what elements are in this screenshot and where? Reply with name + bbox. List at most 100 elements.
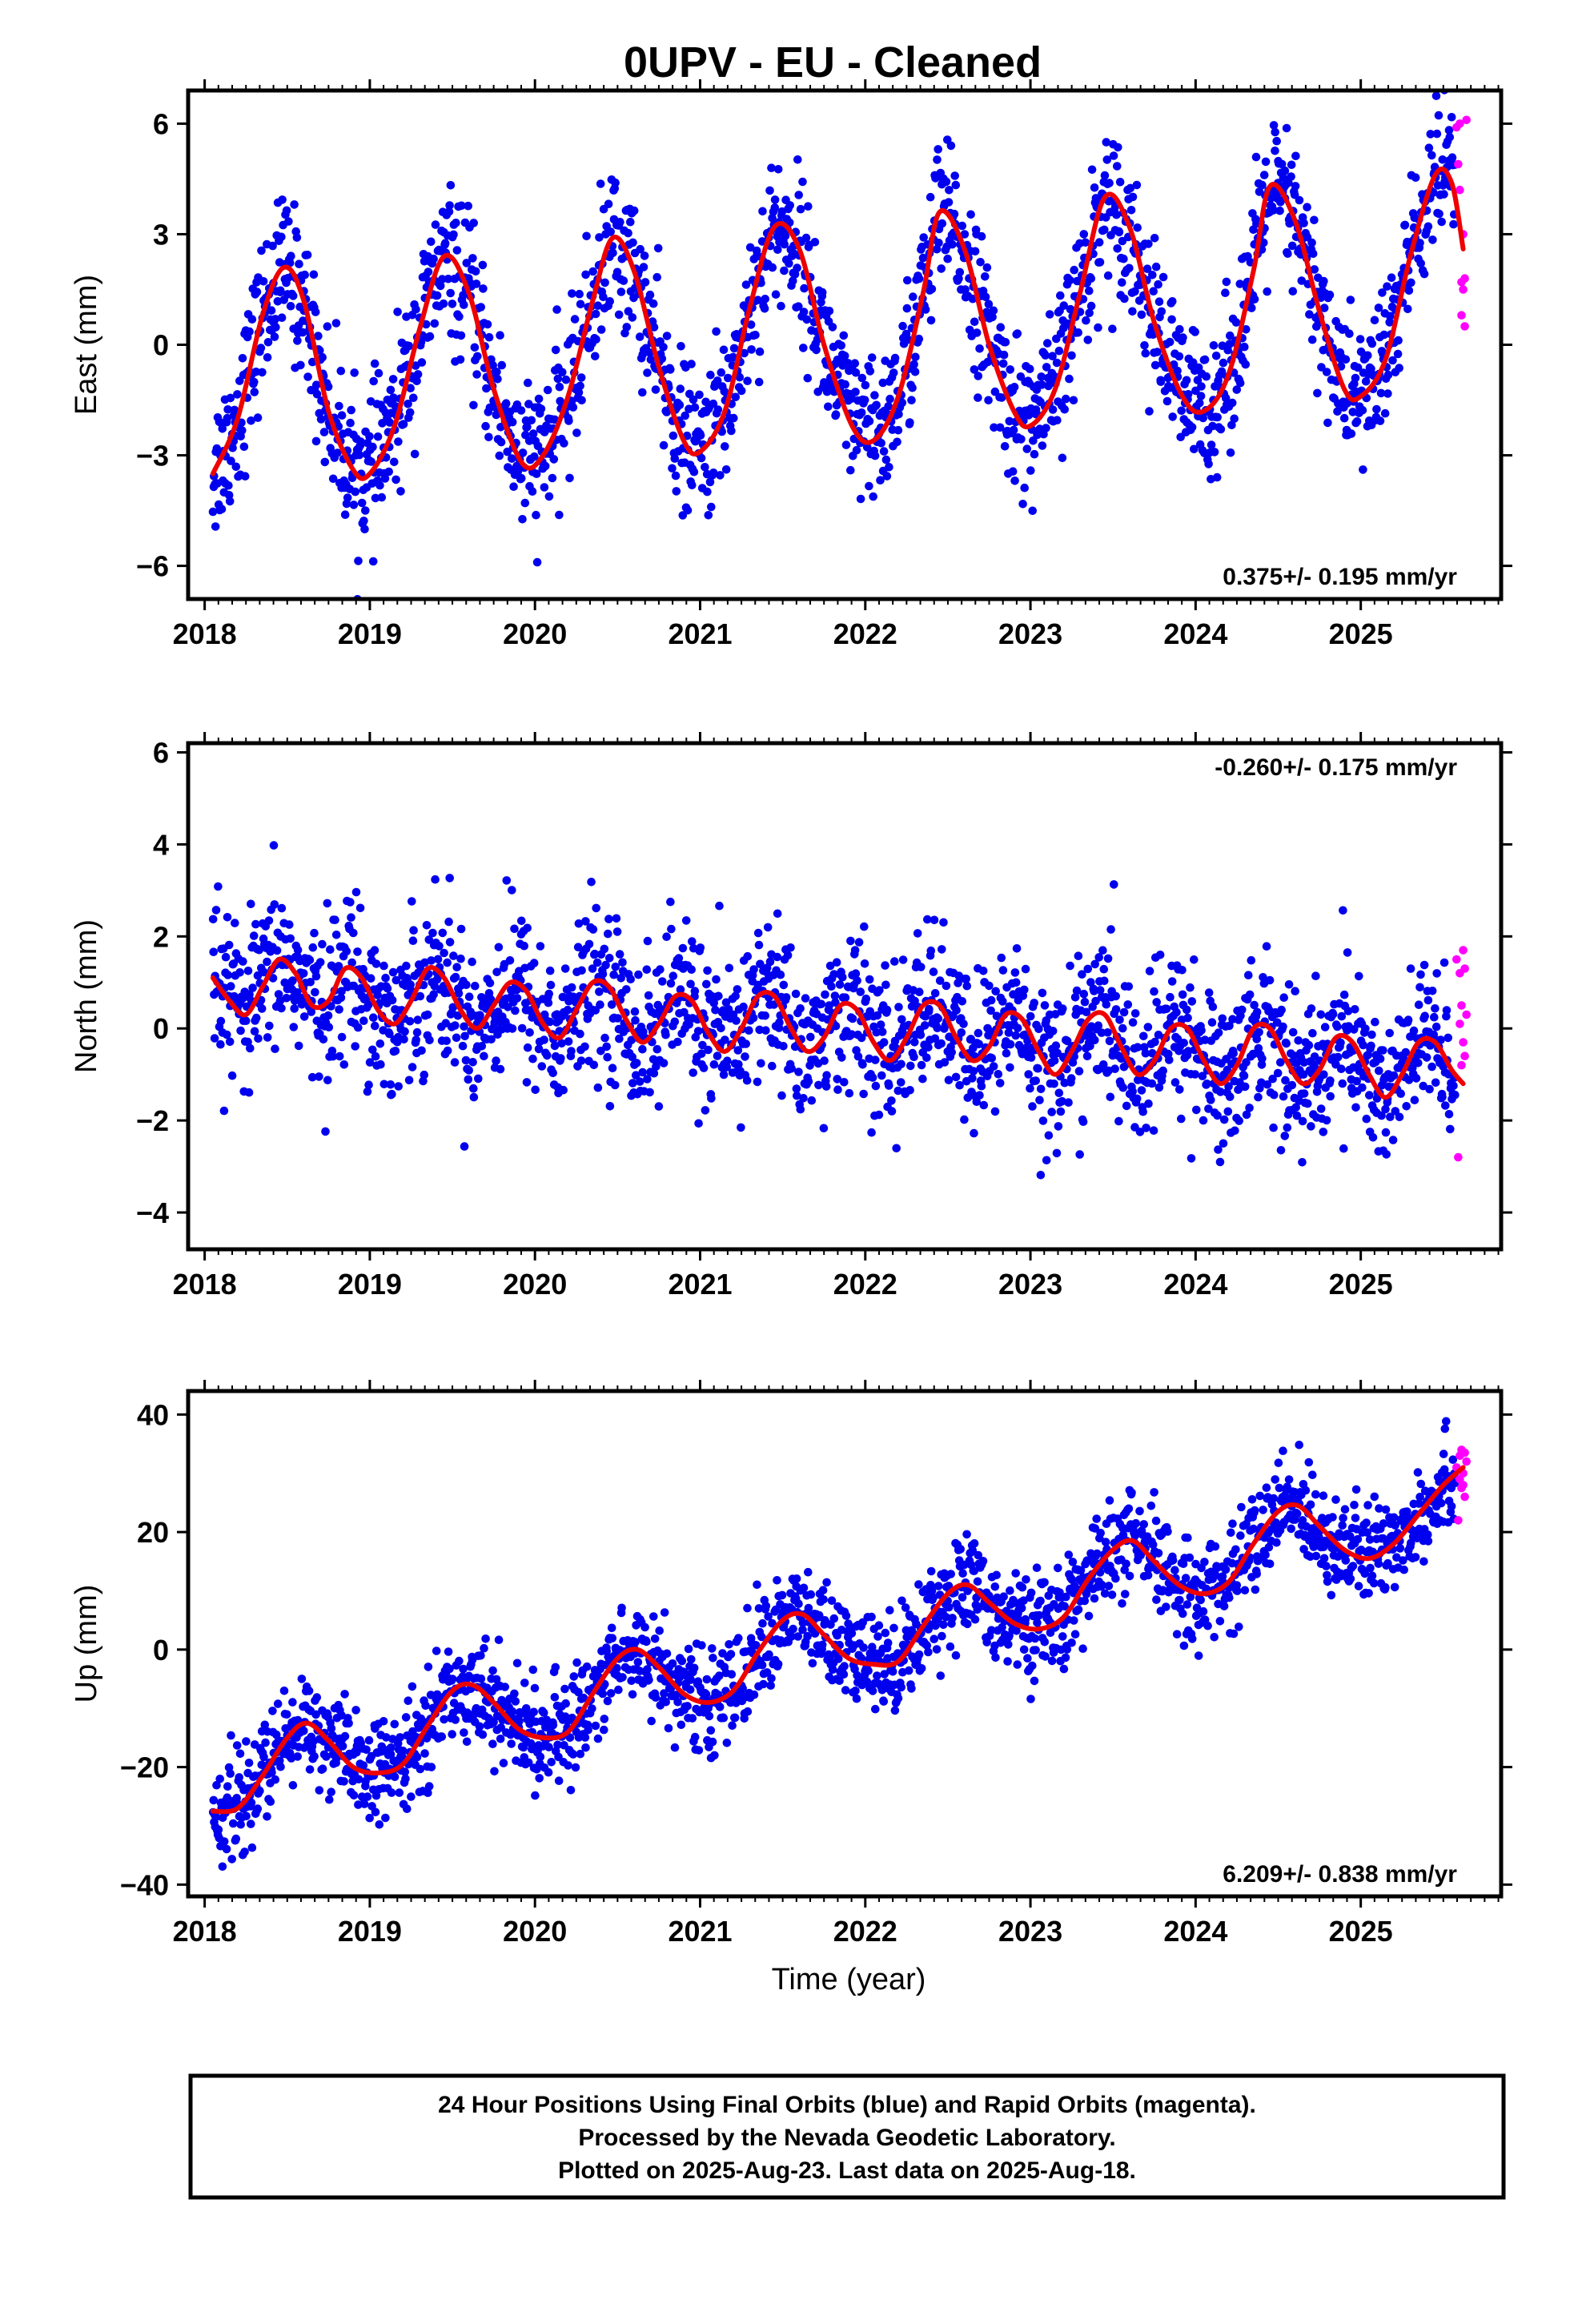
final-point: [643, 1075, 652, 1084]
final-point: [1028, 1102, 1037, 1111]
final-point: [702, 979, 711, 989]
final-point: [293, 336, 302, 345]
final-point: [735, 372, 745, 382]
final-point: [247, 1843, 257, 1852]
final-point: [1165, 1055, 1174, 1064]
final-point: [249, 931, 259, 940]
final-point: [938, 219, 947, 228]
final-point: [853, 976, 861, 985]
x-tick-label: 2021: [668, 1268, 732, 1301]
final-point: [460, 300, 468, 309]
final-point: [469, 400, 478, 410]
final-point: [365, 1813, 375, 1823]
final-point: [1447, 113, 1456, 122]
final-point: [1100, 171, 1110, 180]
final-point: [796, 1004, 805, 1013]
final-point: [1420, 1011, 1429, 1020]
final-point: [1066, 275, 1074, 285]
rapid-point: [1456, 1019, 1464, 1028]
final-point: [605, 954, 614, 963]
final-point: [770, 203, 780, 212]
final-point: [881, 980, 890, 990]
final-point: [373, 432, 383, 441]
final-point: [347, 913, 355, 922]
final-point: [847, 1030, 857, 1039]
final-point: [499, 1759, 508, 1767]
final-point: [877, 1071, 886, 1080]
final-point: [1222, 277, 1231, 287]
final-point: [1024, 411, 1034, 420]
final-point: [494, 1635, 504, 1644]
final-point: [272, 946, 282, 955]
final-point: [697, 453, 706, 463]
final-point: [1204, 460, 1213, 468]
final-point: [253, 413, 263, 422]
final-point: [828, 323, 837, 332]
final-point: [315, 1072, 323, 1081]
final-point: [389, 393, 398, 402]
final-point: [1048, 352, 1057, 361]
final-point: [550, 1041, 560, 1051]
final-point: [1064, 1098, 1073, 1107]
final-point: [305, 1765, 315, 1774]
final-point: [1018, 500, 1027, 509]
final-point: [780, 266, 789, 275]
final-point: [305, 955, 315, 965]
final-point: [455, 312, 464, 321]
final-point: [1038, 988, 1047, 998]
final-point: [712, 327, 721, 336]
y-tick-label: 3: [153, 218, 169, 251]
final-point: [439, 299, 448, 308]
final-point: [427, 956, 436, 965]
final-point: [340, 1690, 349, 1699]
final-point: [616, 287, 626, 296]
final-point: [1297, 276, 1307, 285]
final-point: [568, 403, 578, 412]
final-point: [640, 251, 649, 260]
y-tick-label: −4: [136, 1196, 169, 1229]
final-point: [869, 492, 877, 501]
final-point: [861, 994, 871, 1003]
final-point: [303, 372, 312, 381]
final-point: [955, 267, 965, 277]
final-point: [532, 557, 542, 567]
final-point: [335, 401, 343, 411]
final-point: [509, 482, 518, 491]
final-point: [914, 334, 924, 344]
final-point: [1081, 238, 1090, 247]
final-point: [1148, 271, 1157, 279]
final-point: [741, 1052, 749, 1061]
final-point: [1242, 1058, 1251, 1067]
final-point: [379, 1717, 388, 1726]
final-point: [1431, 1022, 1441, 1031]
final-point: [572, 428, 581, 437]
final-point: [1193, 376, 1203, 385]
final-point: [622, 323, 632, 332]
final-point: [354, 557, 363, 565]
final-point: [459, 1664, 468, 1674]
east-model-curve: [210, 167, 1466, 481]
final-point: [1108, 324, 1117, 334]
final-point: [626, 975, 635, 983]
final-point: [1241, 360, 1251, 369]
final-point: [801, 233, 811, 243]
final-point: [733, 985, 742, 994]
final-point: [1114, 227, 1124, 237]
final-point: [1351, 1005, 1359, 1014]
final-point: [1023, 1036, 1032, 1045]
final-point: [1012, 944, 1022, 953]
final-point: [488, 1739, 497, 1748]
final-point: [1115, 178, 1125, 187]
final-point: [223, 913, 232, 922]
final-point: [629, 206, 639, 215]
final-point: [605, 1102, 615, 1111]
final-point: [831, 998, 840, 1007]
final-point: [513, 467, 523, 476]
final-point: [897, 1059, 905, 1069]
final-point: [589, 1060, 599, 1070]
final-point: [1141, 348, 1150, 358]
final-point: [493, 375, 502, 384]
final-point: [468, 1058, 477, 1067]
final-point: [409, 393, 418, 403]
final-point: [323, 382, 333, 392]
